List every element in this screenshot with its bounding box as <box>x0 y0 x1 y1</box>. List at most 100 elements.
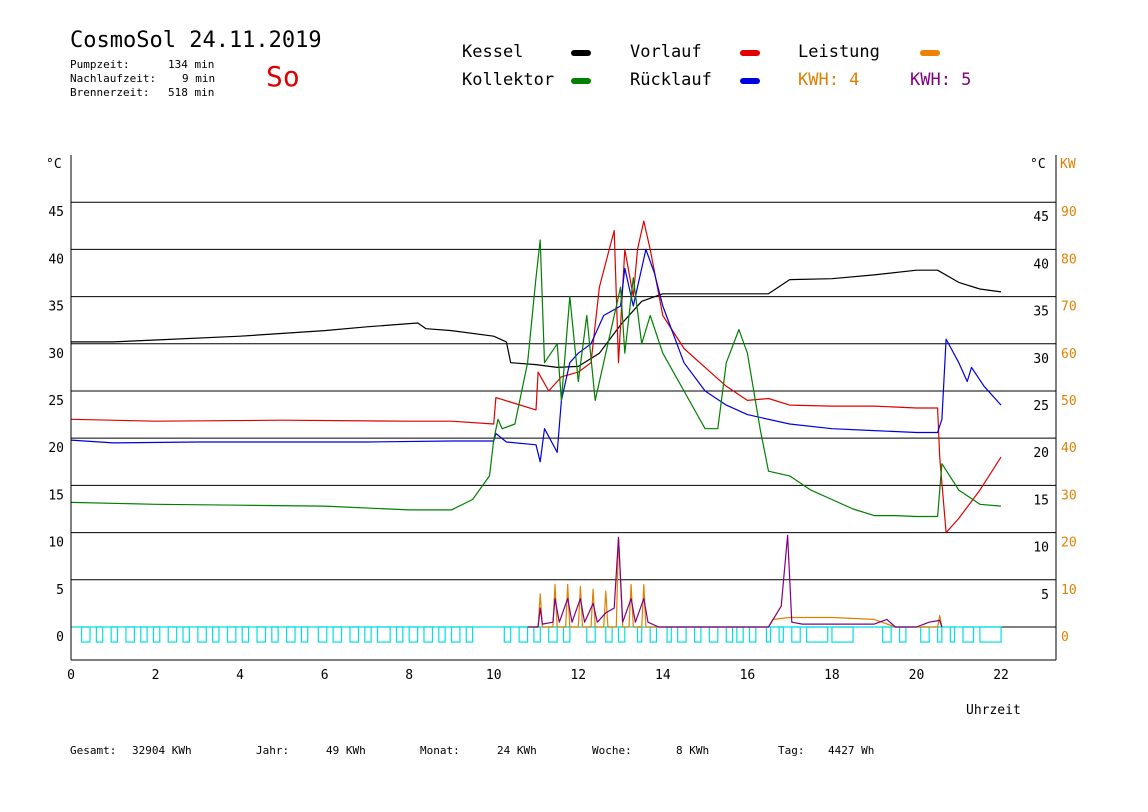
stat-brenner-label: Brennerzeit: <box>70 86 150 99</box>
x-tick-label-4: 4 <box>236 668 244 683</box>
legend-kessel: Kessel <box>462 42 524 62</box>
y-tick-right-temp-25: 25 <box>1033 399 1049 414</box>
y-tick-right-power-20: 20 <box>1061 536 1077 551</box>
y-tick-right-power-90: 90 <box>1061 205 1077 220</box>
y-tick-left-10: 10 <box>48 536 64 551</box>
pump-cycle-7 <box>182 626 190 643</box>
y-tick-right-temp-35: 35 <box>1033 305 1049 320</box>
legend-vorlauf-swatch <box>740 50 760 56</box>
legend-vorlauf: Vorlauf <box>630 42 702 62</box>
pump-cycle-11 <box>241 626 250 643</box>
pump-cycle-35 <box>636 626 643 643</box>
y-tick-right-temp-10: 10 <box>1033 541 1049 556</box>
y-tick-right-power-60: 60 <box>1061 347 1077 362</box>
y-tick-left-20: 20 <box>48 441 64 456</box>
pump-cycle-28 <box>518 626 529 643</box>
pump-cycle-41 <box>725 626 734 643</box>
x-axis-label: Uhrzeit <box>966 703 1021 718</box>
y-tick-right-power-10: 10 <box>1061 583 1077 598</box>
legend-kwh5: KWH: 5 <box>910 70 972 90</box>
pump-cycle-38 <box>677 626 687 643</box>
pump-cycle-31 <box>562 626 571 643</box>
y-tick-right-power-50: 50 <box>1061 394 1077 409</box>
y-tick-right-temp-20: 20 <box>1033 446 1049 461</box>
y-tick-left-25: 25 <box>48 394 64 409</box>
pump-cycle-5 <box>152 626 161 643</box>
pump-cycle-15 <box>300 626 309 643</box>
pump-cycle-47 <box>805 626 829 643</box>
x-tick-label-16: 16 <box>740 668 756 683</box>
y-tick-right-power-30: 30 <box>1061 488 1077 503</box>
total-gesamt-value: 32904 KWh <box>132 744 192 757</box>
pump-cycle-13 <box>271 626 279 643</box>
pump-cycle-37 <box>666 626 672 643</box>
pump-cycle-19 <box>364 626 372 643</box>
y-tick-right-power-80: 80 <box>1061 252 1077 267</box>
legend-leistung: Leistung <box>798 42 880 62</box>
legend-ruecklauf-swatch <box>740 78 760 84</box>
pump-cycle-8 <box>197 626 207 643</box>
pump-cycle-6 <box>167 626 178 643</box>
y-tick-left-45: 45 <box>48 205 64 220</box>
x-tick-label-8: 8 <box>405 668 413 683</box>
right-unit-temp-label: °C <box>1030 157 1046 172</box>
legend-kessel-swatch <box>571 50 591 56</box>
pump-cycle-9 <box>212 626 220 643</box>
pump-cycle-23 <box>423 626 434 643</box>
pump-cycle-48 <box>831 626 854 643</box>
chart-title: CosmoSol 24.11.2019 <box>70 28 322 53</box>
y-tick-right-power-40: 40 <box>1061 441 1077 456</box>
x-tick-label-18: 18 <box>824 668 840 683</box>
series-line-kollektor <box>70 239 1002 518</box>
y-tick-right-temp-30: 30 <box>1033 352 1049 367</box>
pump-cycle-51 <box>920 626 930 643</box>
axes-layer: 0 2 4 6 8 10 12 14 16 18 20 22 0 5 10 15 20 25 30 35 40 45 5 10… <box>48 155 1077 683</box>
pump-cycle-55 <box>979 626 1002 643</box>
y-tick-right-power-70: 70 <box>1061 300 1077 315</box>
legend-leistung-swatch <box>920 50 940 56</box>
x-tick-label-0: 0 <box>67 668 75 683</box>
left-unit-label: °C <box>46 157 62 172</box>
pump-cycle-16 <box>317 626 328 643</box>
pump-cycle-20 <box>376 626 391 643</box>
pump-cycle-18 <box>349 626 360 643</box>
pump-cycle-39 <box>693 626 702 643</box>
pump-cycle-25 <box>450 626 461 643</box>
pump-cycle-33 <box>605 626 613 643</box>
y-tick-right-temp-40: 40 <box>1033 257 1049 272</box>
legend-kollektor-swatch <box>571 78 591 84</box>
series-line-kessel <box>71 269 1002 368</box>
pump-cycle-30 <box>548 626 558 643</box>
y-tick-left-15: 15 <box>48 488 64 503</box>
pump-cycle-42 <box>736 626 744 643</box>
pump-cycle-36 <box>649 626 658 643</box>
pump-cycle-29 <box>533 626 541 643</box>
x-tick-label-10: 10 <box>486 668 502 683</box>
total-tag-label: Tag: <box>778 744 805 757</box>
series-line-vorlauf <box>70 220 1002 534</box>
y-tick-left-40: 40 <box>48 252 64 267</box>
pump-cycle-2 <box>110 626 119 643</box>
total-jahr-value: 49 KWh <box>326 744 366 757</box>
total-monat-value: 24 KWh <box>497 744 537 757</box>
pump-cycle-17 <box>332 626 343 643</box>
pump-cycle-44 <box>765 626 772 643</box>
series-line-kwh-4 <box>527 536 943 628</box>
stat-brenner-value: 518 min <box>168 86 215 99</box>
stat-nachlauf-label: Nachlaufzeit: <box>70 72 157 85</box>
grid-layer <box>71 201 1056 628</box>
pump-cycle-54 <box>962 626 975 643</box>
pump-cycle-49 <box>882 626 892 643</box>
y-tick-right-temp-45: 45 <box>1033 210 1049 225</box>
x-tick-label-12: 12 <box>570 668 586 683</box>
pump-cycle-21 <box>395 626 404 643</box>
total-gesamt-label: Gesamt: <box>70 744 117 757</box>
weekday-label: So <box>266 60 300 93</box>
pump-cycle-50 <box>898 626 907 643</box>
legend-kwh4: KWH: 4 <box>798 70 860 90</box>
y-tick-left-30: 30 <box>48 347 64 362</box>
x-tick-label-6: 6 <box>321 668 329 683</box>
series-layer <box>70 220 1002 628</box>
total-woche-label: Woche: <box>592 744 632 757</box>
